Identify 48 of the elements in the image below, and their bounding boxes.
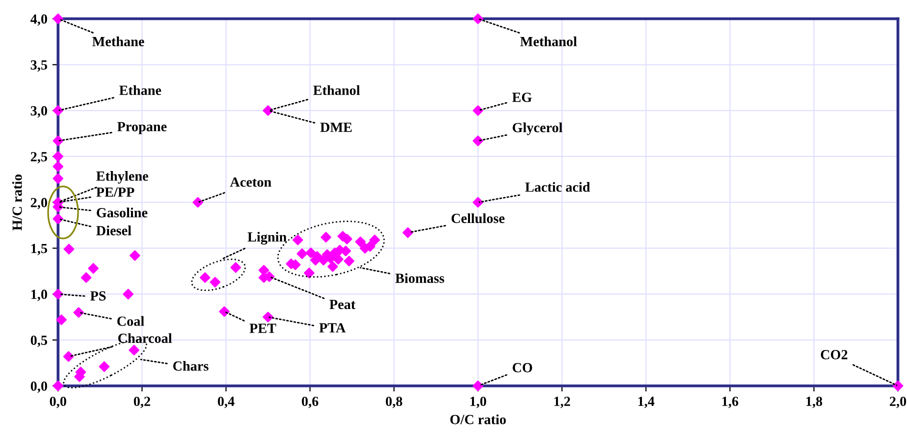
annotation: Aceton	[230, 178, 272, 187]
x-tick-label: 1,8	[806, 396, 822, 408]
annotation: CO2	[820, 350, 848, 360]
annotation: Lignin	[248, 232, 287, 245]
annotation: CO	[512, 363, 532, 372]
annotation: Ethylene	[96, 171, 148, 184]
y-tick-label: 2,5	[30, 152, 48, 164]
annotation: PS	[90, 291, 106, 301]
x-tick-label: 0,6	[302, 396, 318, 408]
annotation: Ethane	[119, 85, 162, 96]
y-tick-label: 4,0	[30, 14, 48, 26]
annotation: Ethanol	[313, 85, 360, 96]
annotation: Chars	[173, 360, 208, 371]
annotation: PE/PP	[96, 188, 134, 197]
annotation: Biomass	[395, 273, 444, 283]
x-tick-label: 2,0	[890, 396, 906, 408]
annotation: EG	[512, 92, 532, 102]
x-tick-label: 1,2	[554, 396, 570, 408]
annotation: Methanol	[520, 36, 577, 46]
y-tick-label: 0,5	[30, 336, 48, 347]
y-tick-label: 1,0	[31, 290, 48, 302]
x-tick-label: 1,0	[470, 396, 486, 408]
annotation: Diesel	[96, 226, 132, 236]
annotation: Gasoline	[96, 208, 148, 218]
x-tick-label: 0,2	[134, 396, 150, 408]
y-tick-label: 0,0	[30, 381, 48, 393]
annotation: Lactic acid	[525, 182, 590, 192]
annotation: Methane	[92, 36, 144, 46]
annotation: Propane	[117, 122, 167, 134]
y-tick-label: 2,0	[30, 198, 48, 210]
y-axis-title: H/C ratio	[12, 174, 22, 230]
x-tick-label: 1,4	[638, 396, 654, 408]
x-tick-label: 0,4	[218, 396, 234, 408]
y-tick-label: 3,0	[30, 106, 48, 118]
x-tick-label: 0,8	[386, 396, 402, 408]
annotation: PTA	[319, 323, 346, 332]
annotation: PET	[250, 324, 276, 333]
y-tick-label: 1,5	[31, 244, 48, 256]
annotation: Coal	[117, 316, 144, 326]
annotation: Charcoal	[118, 333, 172, 343]
annotation: Peat	[330, 300, 356, 310]
x-axis-title: O/C ratio	[450, 414, 506, 424]
annotation: DME	[320, 122, 352, 132]
annotation: Glycerol	[512, 122, 562, 136]
x-tick-label: 1,6	[722, 396, 738, 408]
y-tick-label: 3,5	[30, 60, 48, 72]
annotation: Cellulose	[452, 213, 505, 224]
x-tick-label: 0,0	[50, 396, 66, 408]
